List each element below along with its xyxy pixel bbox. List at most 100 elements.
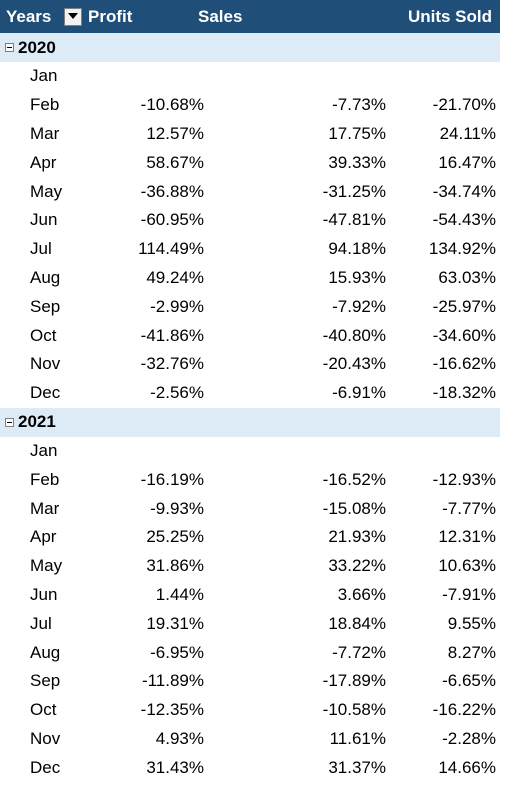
units-sold-cell[interactable]: -18.32% — [432, 383, 496, 403]
table-row[interactable]: Mar 12.57% 17.75% 24.11% — [0, 120, 500, 149]
month-cell[interactable]: Jul — [30, 239, 52, 259]
month-cell[interactable]: Nov — [30, 354, 61, 374]
units-sold-header[interactable]: Units Sold — [407, 6, 492, 26]
profit-cell[interactable]: 114.49% — [138, 239, 204, 259]
month-cell[interactable]: Apr — [30, 527, 57, 547]
year-group-row[interactable]: 2021 — [0, 407, 500, 437]
sales-cell[interactable]: -17.89% — [322, 671, 386, 691]
units-sold-cell[interactable]: 14.66% — [438, 757, 496, 777]
profit-cell[interactable]: 19.31% — [146, 613, 204, 633]
table-row[interactable]: May 31.86% 33.22% 10.63% — [0, 552, 500, 581]
month-cell[interactable]: Mar — [30, 498, 60, 518]
sales-cell[interactable]: 17.75% — [328, 123, 386, 143]
profit-cell[interactable]: 31.86% — [146, 556, 204, 576]
profit-cell[interactable]: -12.35% — [140, 700, 204, 720]
units-sold-cell[interactable]: -34.74% — [432, 181, 496, 201]
table-row[interactable]: Sep -2.99% -7.92% -25.97% — [0, 292, 500, 321]
table-row[interactable]: Feb -10.68% -7.73% -21.70% — [0, 91, 500, 120]
sales-cell[interactable]: -47.81% — [322, 210, 386, 230]
table-row[interactable]: Sep -11.89% -17.89% -6.65% — [0, 667, 500, 696]
sales-cell[interactable]: 3.66% — [337, 584, 386, 604]
table-row[interactable]: Apr 25.25% 21.93% 12.31% — [0, 523, 500, 552]
month-cell[interactable]: Apr — [30, 152, 57, 172]
units-sold-cell[interactable]: 134.92% — [428, 239, 496, 259]
profit-cell[interactable]: -9.93% — [150, 498, 204, 518]
table-row[interactable]: Nov -32.76% -20.43% -16.62% — [0, 350, 500, 379]
month-cell[interactable]: Jun — [30, 210, 58, 230]
table-row[interactable]: Apr 58.67% 39.33% 16.47% — [0, 148, 500, 177]
profit-cell[interactable]: -2.99% — [150, 296, 204, 316]
units-sold-cell[interactable]: -7.77% — [442, 498, 496, 518]
units-sold-cell[interactable]: -21.70% — [432, 95, 496, 115]
month-cell[interactable]: Feb — [30, 469, 60, 489]
year-group-row[interactable]: 2020 — [0, 33, 500, 62]
sales-cell[interactable]: -16.52% — [322, 469, 386, 489]
profit-cell[interactable]: 31.43% — [146, 757, 204, 777]
table-row[interactable]: Jul 19.31% 18.84% 9.55% — [0, 609, 500, 638]
sales-cell[interactable]: -10.58% — [322, 700, 386, 720]
units-sold-cell[interactable]: -7.91% — [442, 584, 496, 604]
sales-cell[interactable]: -7.92% — [332, 296, 386, 316]
table-row[interactable]: Nov 4.93% 11.61% -2.28% — [0, 725, 500, 754]
sales-cell[interactable]: -6.91% — [332, 383, 386, 403]
month-cell[interactable]: May — [30, 181, 63, 201]
profit-cell[interactable]: -11.89% — [141, 671, 204, 691]
month-cell[interactable]: Dec — [30, 757, 61, 777]
units-sold-cell[interactable]: -25.97% — [432, 296, 496, 316]
month-cell[interactable]: Oct — [30, 700, 57, 720]
month-cell[interactable]: Sep — [30, 296, 61, 316]
units-sold-cell[interactable]: -54.43% — [432, 210, 496, 230]
units-sold-cell[interactable]: 9.55% — [447, 613, 496, 633]
collapse-minus-icon[interactable] — [5, 43, 14, 52]
table-row[interactable]: Jun -60.95% -47.81% -54.43% — [0, 206, 500, 235]
table-row[interactable]: Dec 31.43% 31.37% 14.66% — [0, 753, 500, 782]
profit-cell[interactable]: 12.57% — [146, 123, 204, 143]
table-row[interactable]: Jan — [0, 437, 500, 466]
profit-cell[interactable]: -60.95% — [140, 210, 204, 230]
month-cell[interactable]: Aug — [30, 267, 61, 287]
sales-cell[interactable]: -7.72% — [332, 642, 386, 662]
units-sold-cell[interactable]: -12.93% — [432, 469, 496, 489]
table-row[interactable]: Jul 114.49% 94.18% 134.92% — [0, 235, 500, 264]
units-sold-cell[interactable]: 10.63% — [438, 556, 496, 576]
sales-header[interactable]: Sales — [198, 6, 243, 26]
units-sold-cell[interactable]: 16.47% — [438, 152, 496, 172]
profit-cell[interactable]: -41.86% — [140, 325, 204, 345]
sales-cell[interactable]: 31.37% — [328, 757, 386, 777]
month-cell[interactable]: Nov — [30, 728, 61, 748]
profit-header[interactable]: Profit — [88, 6, 133, 26]
profit-cell[interactable]: 49.24% — [146, 267, 204, 287]
table-row[interactable]: Oct -41.86% -40.80% -34.60% — [0, 321, 500, 350]
sales-cell[interactable]: -7.73% — [332, 95, 386, 115]
table-row[interactable]: Aug 49.24% 15.93% 63.03% — [0, 264, 500, 293]
month-cell[interactable]: Mar — [30, 123, 60, 143]
sales-cell[interactable]: 18.84% — [328, 613, 386, 633]
table-row[interactable]: Dec -2.56% -6.91% -18.32% — [0, 379, 500, 408]
table-row[interactable]: Aug -6.95% -7.72% 8.27% — [0, 638, 500, 667]
units-sold-cell[interactable]: 24.11% — [439, 123, 496, 143]
profit-cell[interactable]: -36.88% — [140, 181, 204, 201]
profit-cell[interactable]: -2.56% — [150, 383, 204, 403]
sales-cell[interactable]: -20.43% — [322, 354, 386, 374]
table-row[interactable]: Jun 1.44% 3.66% -7.91% — [0, 581, 500, 610]
sales-cell[interactable]: 39.33% — [328, 152, 386, 172]
month-cell[interactable]: Jan — [30, 440, 58, 460]
table-row[interactable]: Jan — [0, 62, 500, 91]
profit-cell[interactable]: -10.68% — [140, 95, 204, 115]
month-cell[interactable]: Jul — [30, 613, 52, 633]
month-cell[interactable]: Dec — [30, 383, 61, 403]
sales-cell[interactable]: 11.61% — [329, 728, 386, 748]
month-cell[interactable]: Sep — [30, 671, 61, 691]
table-row[interactable]: Oct -12.35% -10.58% -16.22% — [0, 696, 500, 725]
table-row[interactable]: Feb -16.19% -16.52% -12.93% — [0, 465, 500, 494]
units-sold-cell[interactable]: -34.60% — [432, 325, 496, 345]
month-cell[interactable]: Aug — [30, 642, 61, 662]
profit-cell[interactable]: -32.76% — [140, 354, 204, 374]
month-cell[interactable]: Jan — [30, 66, 58, 86]
sales-cell[interactable]: 33.22% — [328, 556, 386, 576]
profit-cell[interactable]: 1.44% — [155, 584, 204, 604]
sales-cell[interactable]: -40.80% — [322, 325, 386, 345]
years-header[interactable]: Years — [6, 6, 52, 26]
sales-cell[interactable]: 94.18% — [328, 239, 386, 259]
units-sold-cell[interactable]: -16.62% — [432, 354, 496, 374]
